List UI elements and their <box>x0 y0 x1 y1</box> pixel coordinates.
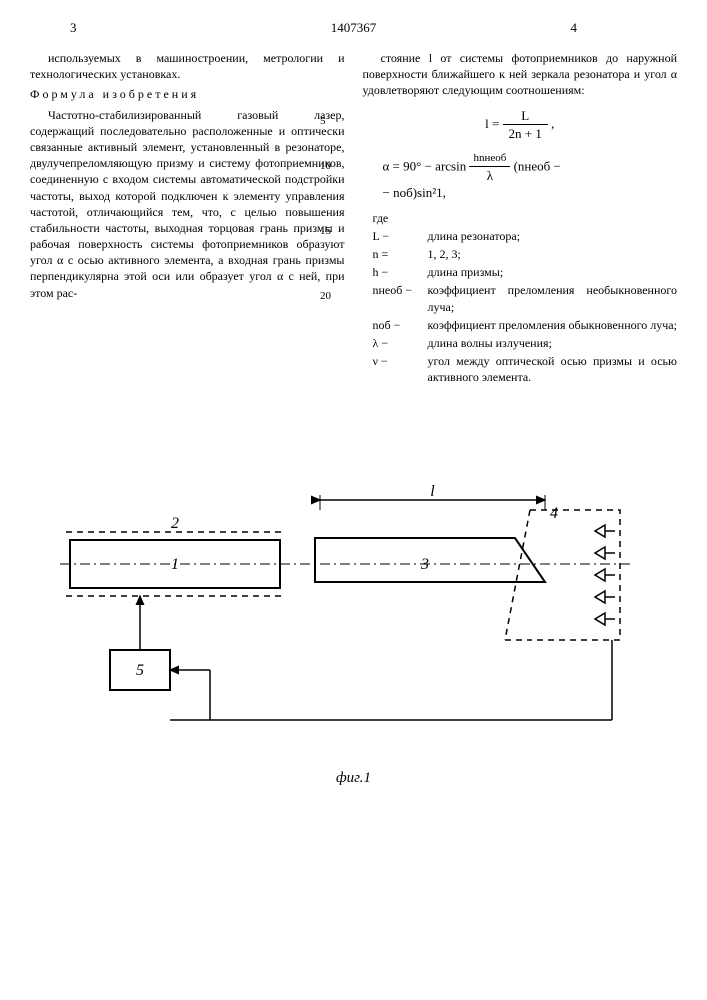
definition-symbol: n = <box>363 246 428 262</box>
defs-intro: где <box>363 210 428 226</box>
definition-text: коэффициент преломления необыкновенного … <box>428 282 678 314</box>
right-column: стояние l от системы фотоприемников до н… <box>363 50 678 387</box>
definition-symbol: nоб − <box>363 317 428 333</box>
svg-text:3: 3 <box>420 556 429 573</box>
formula2-num: hnнеоб <box>469 151 510 167</box>
formula1-lhs: l = <box>485 116 499 131</box>
figure-1: l 1 2 3 4 5 <box>50 480 650 760</box>
definition-text: длина волны излучения; <box>428 335 678 351</box>
svg-text:2: 2 <box>171 515 179 532</box>
formula2-tail: (nнеоб − <box>514 158 561 173</box>
continuation-text: стояние l от системы фотоприемников до н… <box>363 50 678 99</box>
figure-svg: l 1 2 3 4 5 <box>50 480 650 760</box>
formula2-lhs: α = 90° − arcsin <box>383 158 467 173</box>
line-number: 10 <box>320 160 331 172</box>
definition-row: L −длина резонатора; <box>363 228 678 244</box>
formula-1: l = L 2n + 1 , <box>363 107 678 143</box>
definition-symbol: nнеоб − <box>363 282 428 314</box>
document-number: 1407367 <box>331 20 377 36</box>
line-number: 5 <box>320 115 326 127</box>
definition-text: коэффициент преломления обыкновенного лу… <box>428 317 678 333</box>
page-number-right: 4 <box>571 20 578 36</box>
definition-row: n =1, 2, 3; <box>363 246 678 262</box>
definitions-block: где L −длина резонатора;n =1, 2, 3;h −дл… <box>363 210 678 386</box>
intro-text: используемых в машиностроении, метрологи… <box>30 50 345 82</box>
svg-text:5: 5 <box>136 662 144 679</box>
line-number: 15 <box>320 225 331 237</box>
formula2-den: λ <box>469 167 510 185</box>
definition-text: длина резонатора; <box>428 228 678 244</box>
definition-symbol: λ − <box>363 335 428 351</box>
figure-caption: фиг.1 <box>0 770 707 787</box>
formula-2: α = 90° − arcsin hnнеоб λ (nнеоб − − nоб… <box>363 151 678 202</box>
definition-text: длина призмы; <box>428 264 678 280</box>
formula2-line2: − nоб)sin²1, <box>383 185 446 200</box>
line-number: 20 <box>320 290 331 302</box>
claim-text: Частотно-стабилизированный газовый лазер… <box>30 107 345 301</box>
definition-symbol: h − <box>363 264 428 280</box>
formula1-num: L <box>503 107 548 126</box>
page-number-left: 3 <box>70 20 77 36</box>
formula-heading: Формула изобретения <box>30 86 345 102</box>
svg-text:l: l <box>430 483 435 500</box>
definition-row: λ −длина волны излучения; <box>363 335 678 351</box>
formula1-tail: , <box>551 116 554 131</box>
svg-text:4: 4 <box>550 505 558 522</box>
definition-row: ν −угол между оптической осью призмы и о… <box>363 353 678 385</box>
definition-symbol: ν − <box>363 353 428 385</box>
definition-row: nнеоб −коэффициент преломления необыкнов… <box>363 282 678 314</box>
formula1-den: 2n + 1 <box>503 125 548 143</box>
left-column: используемых в машиностроении, метрологи… <box>30 50 345 387</box>
definition-row: h −длина призмы; <box>363 264 678 280</box>
definition-row: nоб −коэффициент преломления обыкновенно… <box>363 317 678 333</box>
svg-text:1: 1 <box>171 556 179 573</box>
definition-text: угол между оптической осью призмы и осью… <box>428 353 678 385</box>
definition-symbol: L − <box>363 228 428 244</box>
definition-text: 1, 2, 3; <box>428 246 678 262</box>
